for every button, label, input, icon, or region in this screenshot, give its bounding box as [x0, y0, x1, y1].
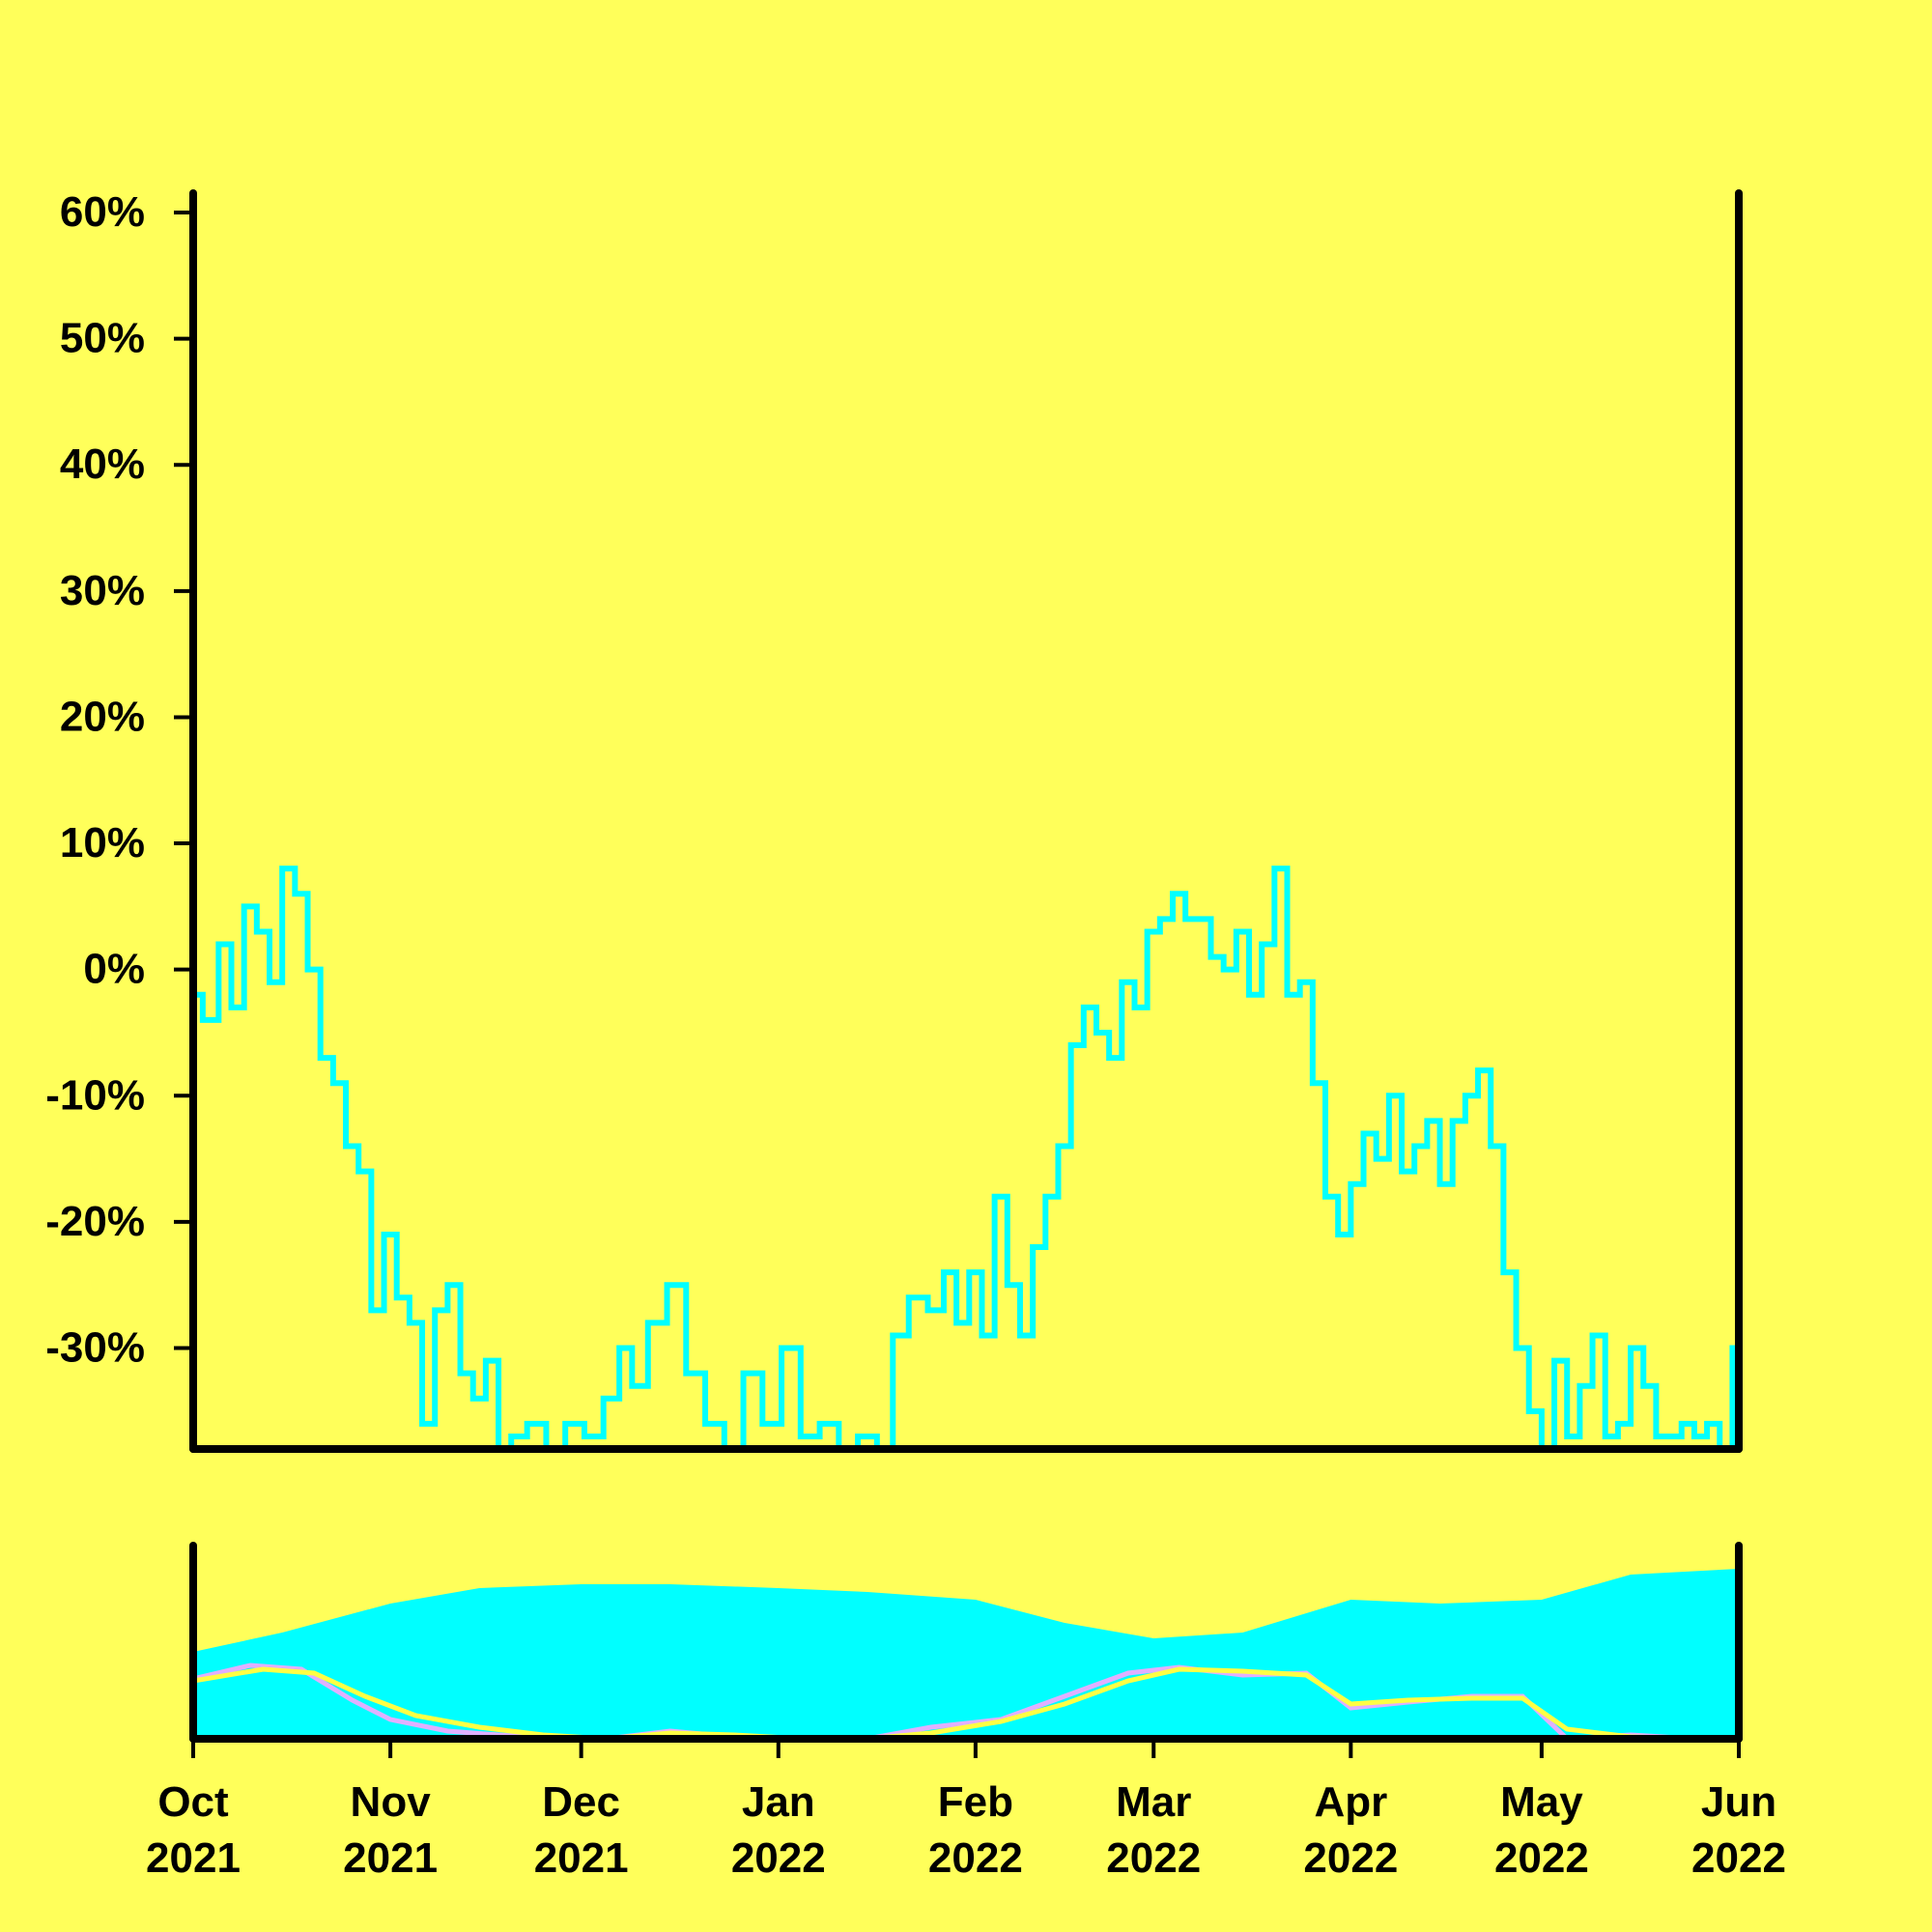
volume-panel: Oct 2021 Nov 2021 Dec 2021 Jan 2022 Feb 2022 Mar 20… — [146, 1542, 1786, 1882]
y-tick-label: -10% — [45, 1071, 145, 1119]
x-tick-label: Nov 2021 — [343, 1778, 438, 1882]
volume-bars — [193, 1569, 1739, 1739]
y-tick-label: -20% — [45, 1198, 145, 1245]
volume-frame — [189, 1542, 1743, 1743]
x-tick-label: Apr 2022 — [1303, 1778, 1398, 1882]
y-tick-label: 60% — [60, 188, 145, 236]
price-line — [193, 866, 1739, 1449]
y-tick-label: 30% — [60, 567, 145, 614]
y-tick-label: -30% — [45, 1324, 145, 1372]
moving-average-lines — [193, 1662, 1739, 1739]
x-tick-label: May 2022 — [1494, 1778, 1589, 1882]
x-tick-label: Oct 2021 — [146, 1778, 241, 1882]
y-tick-label: 40% — [60, 440, 145, 488]
price-panel: 60% 50% 40% 30% 20% 10% 0% -10% -20% -30% — [45, 188, 1743, 1453]
y-tick-label: 20% — [60, 693, 145, 740]
x-tick-label: Feb 2022 — [928, 1778, 1023, 1882]
x-tick-label: Mar 2022 — [1106, 1778, 1201, 1882]
x-tick-label: Jan 2022 — [731, 1778, 826, 1882]
x-tick-label: Jun 2022 — [1691, 1778, 1786, 1882]
x-tick-label: Dec 2021 — [534, 1778, 629, 1882]
y-tick-label: 50% — [60, 315, 145, 362]
y-tick-label: 10% — [60, 819, 145, 867]
y-tick-label: 0% — [83, 946, 145, 993]
y-axis: 60% 50% 40% 30% 20% 10% 0% -10% -20% -30% — [45, 188, 193, 1372]
volume-area — [193, 1569, 1739, 1739]
ma-long-line — [193, 1666, 1739, 1739]
price-frame — [189, 189, 1743, 1453]
x-axis: Oct 2021 Nov 2021 Dec 2021 Jan 2022 Feb 2022 Mar 20… — [146, 1739, 1786, 1882]
